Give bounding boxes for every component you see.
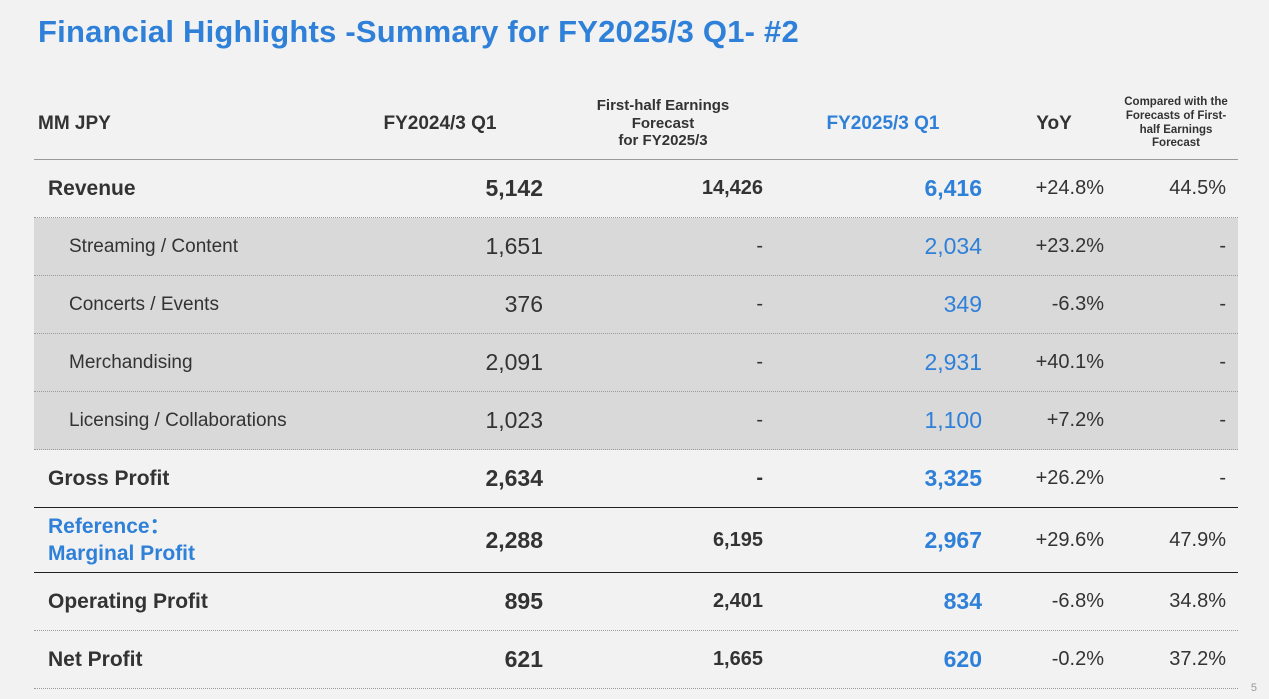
cell-fy2024: 1,651 [485,233,543,259]
row-label: Reference： Marginal Profit [48,508,248,572]
header-compare: Compared with the Forecasts of First- ha… [1114,88,1238,159]
cell-forecast: 1,665 [712,648,763,670]
cell-yoy: -0.2% [1051,648,1104,670]
row-label-line1: Reference： [48,514,171,538]
cell-fy2025: 834 [943,588,982,614]
cell-compare: - [1219,409,1226,431]
page-title: Financial Highlights -Summary for FY2025… [38,14,799,49]
header-compare-line2: Forecasts of First- [1125,109,1227,122]
cell-fy2025: 3,325 [924,465,982,491]
cell-compare: - [1219,351,1226,373]
header-fy2024: FY2024/3 Q1 [383,112,497,134]
row-label: Gross Profit [48,466,170,490]
cell-fy2025: 2,967 [924,526,982,553]
header-compare-line3: half Earnings [1139,123,1213,136]
header-fy2025: FY2025/3 Q1 [826,112,940,134]
cell-yoy: +23.2% [1035,235,1104,257]
row-label-line2: Marginal Profit [48,542,196,565]
cell-compare: - [1219,467,1226,489]
cell-fy2024: 1,023 [485,407,543,433]
cell-fy2024: 621 [504,646,543,672]
header-compare-line1: Compared with the [1124,95,1228,108]
cell-forecast: 6,195 [712,528,763,551]
row-gross-profit: Gross Profit 2,634 - 3,325 +26.2% - [34,450,1238,508]
cell-fy2025: 349 [943,291,982,317]
cell-fy2025: 1,100 [924,407,982,433]
row-merchandising: Merchandising 2,091 - 2,931 +40.1% - [34,334,1238,392]
cell-compare: 34.8% [1169,590,1226,612]
row-licensing-collaborations: Licensing / Collaborations 1,023 - 1,100… [34,392,1238,450]
row-label: Revenue [48,176,136,200]
row-label: Streaming / Content [69,235,238,257]
cell-yoy: +29.6% [1035,528,1104,551]
cell-fy2025: 620 [943,646,982,672]
cell-forecast: - [756,409,763,431]
cell-fy2024: 895 [504,588,543,614]
header-unit: MM JPY [38,112,111,134]
cell-yoy: +7.2% [1046,409,1104,431]
cell-compare: 44.5% [1169,177,1226,199]
cell-fy2025: 6,416 [924,175,982,201]
page-number: 5 [1250,682,1257,694]
row-net-profit: Net Profit 621 1,665 620 -0.2% 37.2% [34,631,1238,689]
cell-fy2024: 2,634 [485,465,543,491]
row-streaming-content: Streaming / Content 1,651 - 2,034 +23.2%… [34,218,1238,276]
cell-fy2025: 2,931 [924,349,982,375]
header-forecast-line3: for FY2025/3 [618,132,708,150]
cell-forecast: - [756,467,763,489]
row-marginal-profit: Reference： Marginal Profit 2,288 6,195 2… [34,508,1238,573]
cell-fy2024: 5,142 [485,175,543,201]
financial-summary-table: MM JPY FY2024/3 Q1 First-half Earnings F… [34,88,1238,689]
cell-yoy: -6.8% [1051,590,1104,612]
cell-yoy: +40.1% [1035,351,1104,373]
cell-forecast: - [756,235,763,257]
cell-forecast: 2,401 [712,590,763,612]
header-forecast-line1: First-half Earnings [596,97,730,115]
cell-forecast: - [756,293,763,315]
cell-yoy: +26.2% [1035,467,1104,489]
header-compare-line4: Forecast [1152,137,1200,150]
row-concerts-events: Concerts / Events 376 - 349 -6.3% - [34,276,1238,334]
row-revenue: Revenue 5,142 14,426 6,416 +24.8% 44.5% [34,160,1238,218]
cell-yoy: -6.3% [1051,293,1104,315]
row-label: Merchandising [69,351,193,373]
cell-forecast: 14,426 [701,177,763,199]
cell-compare: - [1219,293,1226,315]
cell-fy2024: 2,091 [485,349,543,375]
cell-yoy: +24.8% [1035,177,1104,199]
cell-compare: - [1219,235,1226,257]
cell-fy2024: 376 [504,291,543,317]
cell-compare: 47.9% [1169,528,1226,551]
header-yoy: YoY [1036,112,1072,134]
table-header: MM JPY FY2024/3 Q1 First-half Earnings F… [34,88,1238,160]
header-forecast: First-half Earnings Forecast for FY2025/… [562,88,764,159]
row-label: Licensing / Collaborations [69,409,287,431]
cell-fy2024: 2,288 [485,526,543,553]
row-operating-profit: Operating Profit 895 2,401 834 -6.8% 34.… [34,573,1238,631]
header-forecast-line2: Forecast [631,114,695,132]
cell-compare: 37.2% [1169,648,1226,670]
row-label: Operating Profit [48,589,208,613]
cell-forecast: - [756,351,763,373]
row-label: Concerts / Events [69,293,219,315]
cell-fy2025: 2,034 [924,233,982,259]
row-label: Net Profit [48,647,143,671]
